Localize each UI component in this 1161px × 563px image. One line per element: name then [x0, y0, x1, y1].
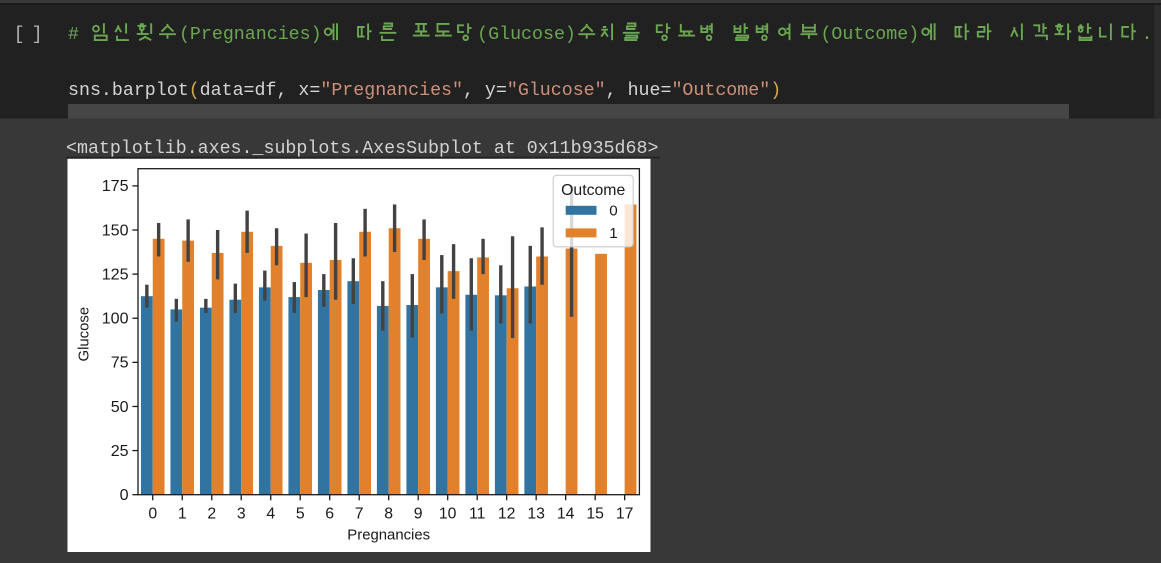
- svg-text:14: 14: [557, 505, 575, 522]
- svg-text:(Pregnancies): (Pregnancies): [179, 25, 322, 45]
- svg-text:8: 8: [384, 505, 393, 522]
- svg-text:(Outcome): (Outcome): [820, 25, 919, 45]
- svg-text:50: 50: [111, 398, 129, 416]
- svg-text:2: 2: [207, 505, 216, 522]
- svg-text:Outcome: Outcome: [561, 182, 625, 199]
- svg-text:1: 1: [178, 505, 187, 522]
- svg-text:.: .: [1141, 25, 1152, 45]
- svg-text:Glucose: Glucose: [77, 307, 93, 362]
- svg-text:4: 4: [266, 505, 275, 522]
- svg-text:75: 75: [111, 354, 129, 372]
- svg-text:17: 17: [616, 505, 634, 522]
- svg-text:0: 0: [148, 505, 157, 522]
- svg-text:Pregnancies: Pregnancies: [347, 528, 430, 544]
- svg-text:<matplotlib.axes._subplots.Axe: <matplotlib.axes._subplots.AxesSubplot a…: [66, 139, 658, 159]
- svg-text:5: 5: [296, 505, 305, 522]
- svg-text:150: 150: [102, 221, 129, 239]
- svg-text:125: 125: [102, 265, 129, 283]
- svg-text:#: #: [68, 25, 90, 45]
- svg-text:7: 7: [355, 505, 364, 522]
- svg-text:6: 6: [325, 505, 334, 522]
- svg-text:12: 12: [498, 505, 516, 522]
- svg-text:15: 15: [586, 505, 604, 522]
- svg-text:13: 13: [527, 505, 545, 522]
- svg-text:sns.barplot(data=df, x="Pregna: sns.barplot(data=df, x="Pregnancies", y=…: [68, 81, 781, 101]
- svg-text:10: 10: [439, 505, 457, 522]
- svg-text:1: 1: [609, 225, 617, 242]
- svg-text:25: 25: [111, 442, 129, 460]
- svg-text:3: 3: [237, 505, 246, 522]
- svg-text:11: 11: [469, 505, 486, 522]
- svg-text:(Glucose): (Glucose): [477, 25, 576, 45]
- svg-text:9: 9: [414, 505, 423, 522]
- svg-text:]: ]: [32, 25, 43, 45]
- svg-text:0: 0: [120, 486, 129, 504]
- svg-text:100: 100: [102, 310, 129, 328]
- svg-text:175: 175: [102, 177, 129, 195]
- svg-text:0: 0: [609, 203, 617, 220]
- svg-text:[: [: [14, 25, 25, 45]
